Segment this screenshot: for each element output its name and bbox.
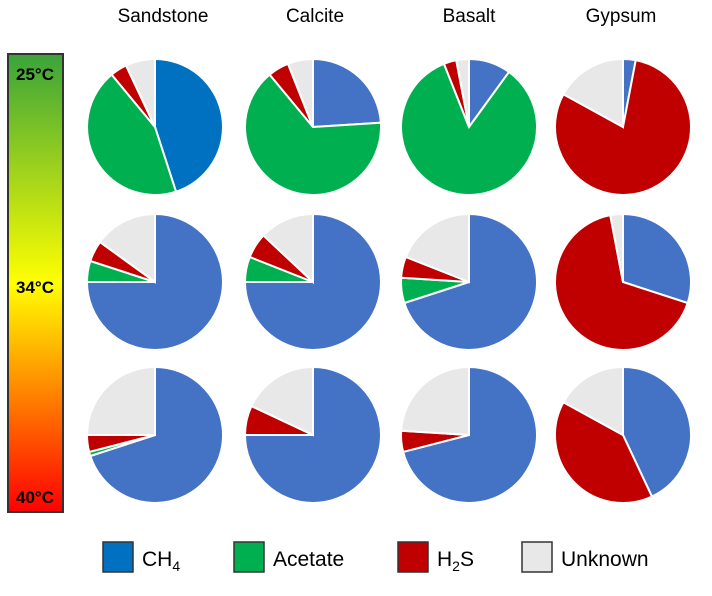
temp-label-bottom: 40°C [16,488,54,507]
pie-slice-gypsum-row1-unknown [562,57,624,129]
pie-slice-gypsum-row2-ch4 [622,212,692,305]
temperature-colorbar [7,53,64,513]
pie-slice-sandstone-row3-unknown [85,365,156,436]
pie-slice-sandstone-row1-unknown [124,57,156,128]
pie-slice-calcite-row2-ch4 [243,212,382,351]
legend: CH4 Acetate H2S Unknown [102,541,649,574]
pie-slice-sandstone-row2-ch4 [85,212,224,351]
pie-slice-basalt-row1-unknown [455,57,470,128]
legend-label-acetate: Acetate [273,548,344,571]
pie-slice-gypsum-row2-h2s [554,214,689,351]
column-title-sandstone: Sandstone [118,6,209,27]
column-title-gypsum: Gypsum [586,6,657,27]
pie-slice-sandstone-row2-unknown [98,212,156,284]
pie-slice-calcite-row1-ch4 [312,57,382,129]
pie-slice-calcite-row1-acetate [244,73,382,196]
pie-slice-gypsum-row2-unknown [609,212,624,283]
legend-swatch-unknown [521,541,553,573]
column-title-basalt: Basalt [443,6,497,27]
pie-slice-gypsum-row3-h2s [553,400,654,504]
pie-slice-gypsum-row3-ch4 [622,365,692,498]
pie-slice-basalt-row2-ch4 [403,212,538,351]
pie-slice-calcite-row1-unknown [286,57,314,128]
legend-label-ch4: CH4 [142,548,180,574]
pie-slice-calcite-row3-unknown [250,365,314,437]
column-title-calcite: Calcite [286,6,344,27]
legend-swatch-acetate [233,541,265,573]
pie-slice-basalt-row2-unknown [404,212,470,284]
pie-grid [85,57,692,504]
pie-slice-sandstone-row1-ch4 [154,57,224,193]
pie-slice-calcite-row3-ch4 [243,365,382,504]
legend-swatch-ch4 [102,541,134,573]
pie-slice-sandstone-row1-acetate [86,73,178,196]
pie-slice-basalt-row1-acetate [400,62,538,196]
pie-slice-basalt-row3-ch4 [401,365,538,504]
pie-slice-sandstone-row3-ch4 [89,365,224,504]
temp-label-top: 25°C [16,65,54,84]
pie-slice-calcite-row2-unknown [262,212,314,285]
pie-slice-basalt-row3-unknown [400,365,470,437]
legend-label-unknown: Unknown [561,548,649,571]
legend-swatch-h2s [397,541,429,573]
legend-label-h2s: H2S [437,548,474,574]
pie-slice-gypsum-row3-unknown [562,365,624,437]
temp-label-middle: 34°C [16,278,54,297]
